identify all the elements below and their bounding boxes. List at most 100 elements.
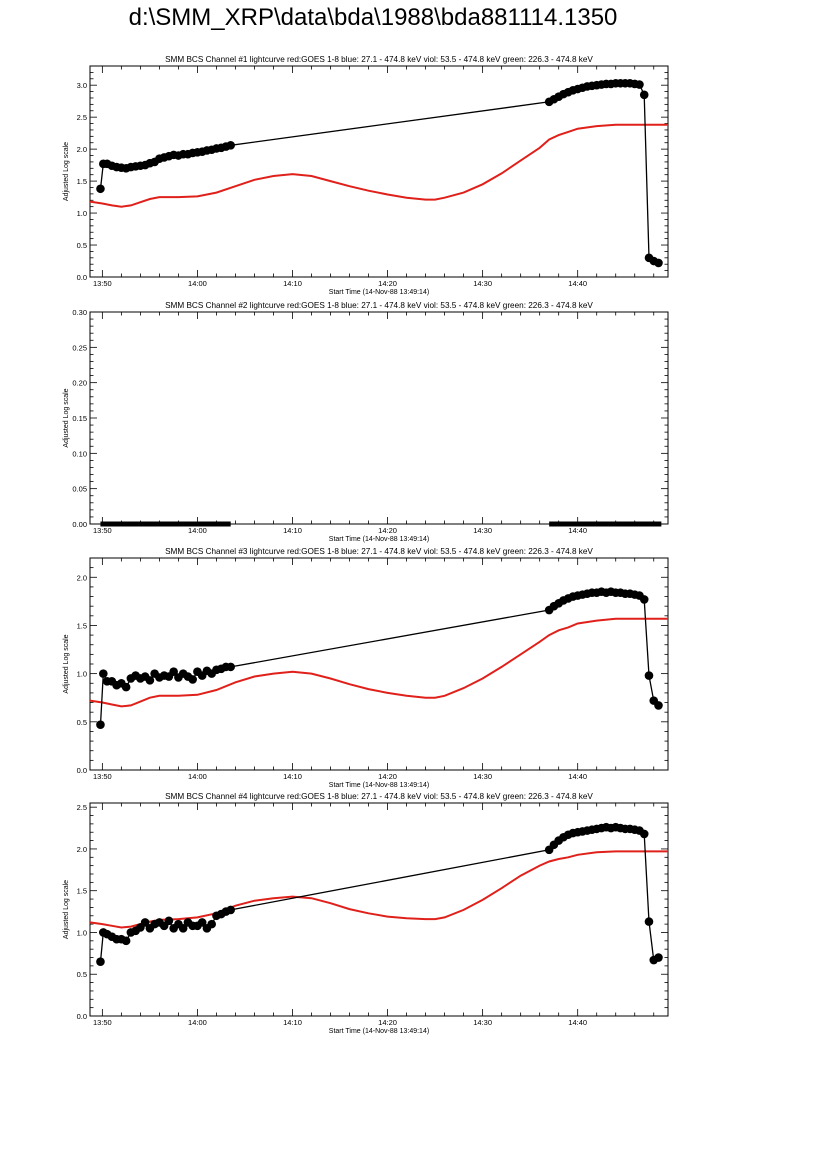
series-line — [89, 617, 668, 708]
plot-frame — [89, 557, 669, 771]
x-tick-label: 13:50 — [93, 526, 112, 535]
y-axis-label: Adjusted Log scale — [63, 880, 70, 939]
x-tick-label: 14:00 — [188, 526, 207, 535]
data-point — [639, 829, 649, 839]
x-tick-label: 14:20 — [378, 772, 397, 781]
data-point — [226, 140, 235, 150]
x-tick-label: 14:00 — [188, 772, 207, 781]
data-point — [226, 905, 235, 915]
series-1-goes-red — [89, 123, 668, 208]
y-axis-label: Adjusted Log scale — [63, 388, 70, 447]
x-tick-label: 14:40 — [568, 1018, 587, 1027]
y-tick-label: 1.5 — [77, 621, 87, 630]
y-tick-label: 1.0 — [77, 928, 87, 937]
data-point — [635, 80, 644, 89]
x-tick-label: 14:00 — [188, 279, 207, 288]
series-line — [89, 850, 668, 929]
series-line — [89, 123, 668, 208]
y-tick-label: 0.05 — [72, 485, 87, 494]
y-tick-label: 1.0 — [77, 670, 87, 679]
data-point — [121, 936, 131, 946]
chart-title: SMM BCS Channel #4 lightcurve red:GOES 1… — [165, 792, 593, 801]
data-point — [188, 675, 197, 684]
y-tick-label: 2.0 — [77, 145, 87, 154]
data-point — [99, 669, 108, 678]
x-tick-label: 14:40 — [568, 279, 587, 288]
data-point — [96, 184, 105, 194]
y-tick-label: 2.5 — [77, 803, 87, 812]
data-point — [639, 90, 649, 100]
data-point — [207, 919, 216, 929]
data-point — [96, 957, 105, 967]
x-tick-label: 13:50 — [93, 1018, 112, 1027]
chart-title: SMM BCS Channel #1 lightcurve red:GOES 1… — [165, 55, 593, 64]
x-tick-label: 14:30 — [473, 526, 492, 535]
y-tick-label: 1.5 — [77, 887, 87, 896]
series-band — [549, 521, 662, 527]
y-axis-label: Adjusted Log scale — [63, 634, 70, 693]
y-tick-label: 0.0 — [77, 273, 87, 282]
x-tick-label: 14:40 — [568, 526, 587, 535]
x-tick-label: 14:10 — [283, 526, 302, 535]
data-point — [145, 676, 155, 685]
x-tick-label: 14:20 — [378, 526, 397, 535]
y-tick-label: 0.0 — [77, 766, 87, 775]
y-tick-label: 0.10 — [72, 449, 87, 458]
y-tick-label: 0.15 — [72, 414, 87, 423]
plot-frame — [89, 65, 669, 278]
series-line — [99, 826, 659, 962]
series-2-bcs-black — [549, 521, 662, 527]
chart-panel-3: SMM BCS Channel #3 lightcurve red:GOES 1… — [63, 547, 669, 789]
chart-panel-4: SMM BCS Channel #4 lightcurve red:GOES 1… — [63, 792, 669, 1035]
y-axis-label: Adjusted Log scale — [63, 142, 70, 201]
data-point — [197, 918, 207, 927]
x-tick-label: 14:30 — [473, 279, 492, 288]
data-point — [654, 953, 663, 962]
y-tick-label: 0.25 — [72, 343, 87, 352]
y-tick-label: 1.0 — [77, 209, 87, 218]
series-2-bcs-black — [96, 78, 663, 268]
series-line — [99, 591, 659, 725]
series-1-bcs-black — [100, 521, 231, 527]
x-tick-label: 13:50 — [93, 772, 112, 781]
series-band — [100, 521, 231, 527]
chart-panel-2: SMM BCS Channel #2 lightcurve red:GOES 1… — [63, 301, 669, 543]
x-tick-label: 14:20 — [378, 279, 397, 288]
y-tick-label: 0.5 — [77, 718, 87, 727]
data-point — [644, 671, 654, 680]
y-tick-label: 0.0 — [77, 1012, 87, 1021]
data-point — [639, 595, 649, 604]
series-2-bcs-black — [96, 587, 663, 730]
x-tick-label: 14:10 — [283, 1018, 302, 1027]
series-1-goes-red — [89, 617, 668, 708]
series-2-bcs-black — [96, 822, 663, 967]
plot-frame — [89, 311, 669, 525]
x-tick-label: 14:00 — [188, 1018, 207, 1027]
series-1-goes-red — [89, 850, 668, 929]
data-point — [121, 682, 131, 692]
x-tick-label: 14:30 — [473, 1018, 492, 1027]
page-title: d:\SMM_XRP\data\bda\1988\bda881114.1350 — [128, 4, 618, 31]
y-tick-label: 0.5 — [77, 970, 87, 979]
x-tick-label: 13:50 — [93, 279, 112, 288]
y-tick-label: 0.30 — [72, 308, 87, 317]
plot-frame — [89, 802, 669, 1017]
y-tick-label: 2.0 — [77, 845, 87, 854]
x-tick-label: 14:10 — [283, 772, 302, 781]
series-line — [99, 82, 659, 264]
data-point — [226, 662, 235, 672]
y-tick-label: 0.00 — [72, 520, 87, 529]
data-point — [654, 701, 663, 710]
chart-title: SMM BCS Channel #2 lightcurve red:GOES 1… — [165, 301, 593, 310]
x-tick-label: 14:20 — [378, 1018, 397, 1027]
data-point — [164, 916, 174, 926]
y-tick-label: 1.5 — [77, 177, 87, 186]
data-point — [178, 923, 188, 933]
x-axis-label: Start Time (14-Nov-88 13:49:14) — [329, 536, 429, 543]
data-point — [644, 917, 654, 926]
y-tick-label: 0.5 — [77, 241, 87, 250]
data-point — [654, 258, 663, 268]
x-axis-label: Start Time (14-Nov-88 13:49:14) — [329, 1028, 429, 1035]
data-point — [140, 918, 150, 927]
x-tick-label: 14:30 — [473, 772, 492, 781]
